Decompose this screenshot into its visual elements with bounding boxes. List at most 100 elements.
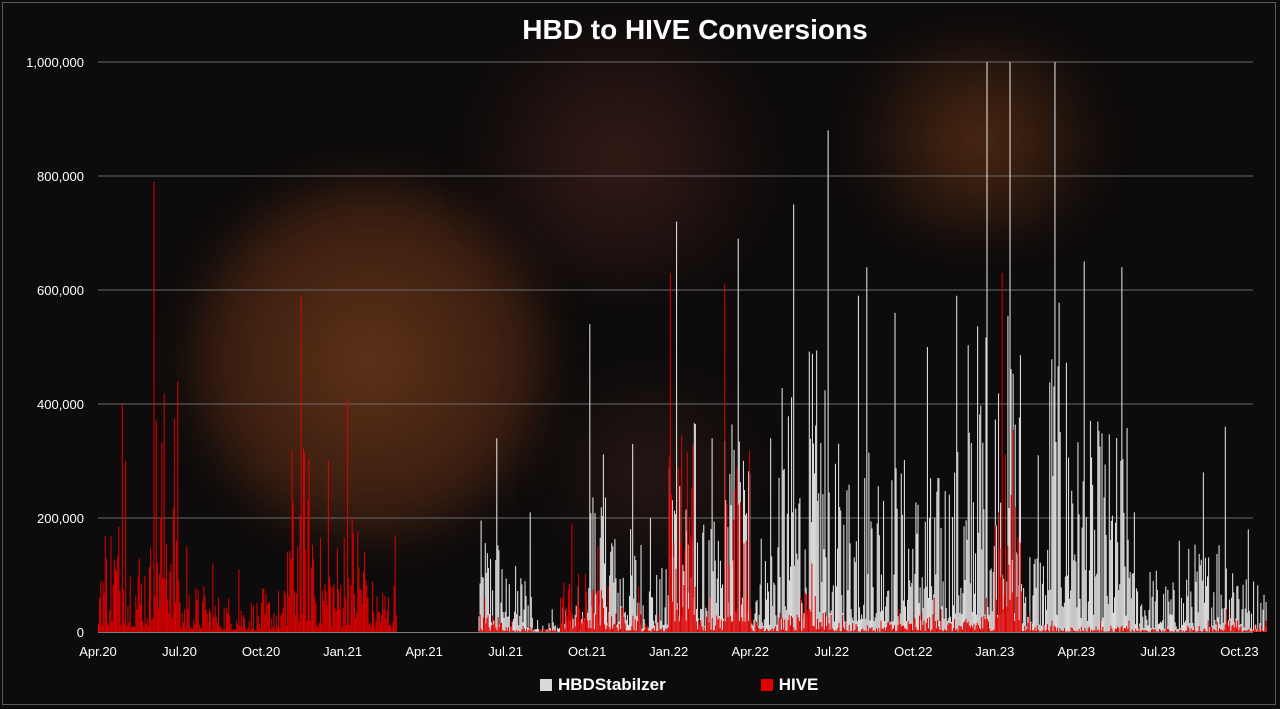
bar-hbdstabilzer-Sep-22 — [895, 468, 897, 632]
bar-hbdstabilzer-Dec-22 — [991, 611, 993, 632]
bar-hive-Apr-23 — [1101, 630, 1103, 632]
bar-hbdstabilzer-Jan-23 — [1007, 315, 1009, 632]
bar-hive-Oct-20 — [273, 613, 275, 632]
bar-hbdstabilzer-May-23 — [1118, 590, 1120, 632]
bar-hive-Jan-21 — [356, 611, 358, 632]
bar-hive-Dec-20 — [315, 603, 317, 632]
bar-hive-Jan-22 — [676, 609, 678, 632]
bar-hbdstabilzer-Feb-22 — [722, 584, 724, 632]
bar-hbdstabilzer-Mar-23 — [1063, 602, 1065, 632]
bar-hbdstabilzer-Jun-21 — [502, 611, 504, 632]
bar-hive-Dec-22 — [982, 628, 984, 632]
bar-hbdstabilzer-Jul-21 — [512, 619, 515, 632]
bar-hbdstabilzer-Nov-22 — [945, 607, 947, 632]
x-tick-label: Apr.20 — [79, 644, 117, 659]
bar-hbdstabilzer-Oct-21 — [603, 563, 605, 632]
bar-hbdstabilzer-Dec-22 — [988, 614, 990, 632]
bar-hive-Jul-22 — [847, 631, 849, 632]
bar-hive-Oct-23 — [1243, 630, 1245, 632]
bar-hive-Oct-22 — [920, 630, 922, 632]
bar-hive-Oct-23 — [1248, 628, 1250, 632]
bar-hive-Feb-23 — [1038, 631, 1040, 632]
bar-hive-Aug-21 — [550, 626, 552, 632]
bar-hive-Jul-22 — [849, 631, 851, 632]
bar-hive-Jul-20 — [180, 627, 182, 632]
bar-hive-Sep-23 — [1212, 631, 1214, 632]
bar-hive-Aug-22 — [865, 631, 867, 632]
bar-hbdstabilzer-Oct-22 — [924, 521, 926, 632]
bar-hive-Dec-20 — [332, 587, 334, 632]
bar-hbdstabilzer-Oct-22 — [915, 502, 917, 632]
legend-swatch-hbdstabilzer — [540, 679, 552, 691]
bar-hbdstabilzer-Dec-21 — [650, 596, 653, 632]
bar-hbdstabilzer-Aug-22 — [873, 621, 875, 632]
bar-hive-Jun-21 — [486, 618, 488, 632]
bar-hbdstabilzer-Nov-22 — [963, 526, 965, 632]
bar-hive-May-20 — [151, 619, 153, 632]
bar-hbdstabilzer-Aug-22 — [876, 523, 878, 632]
bar-hive-Aug-20 — [230, 623, 232, 632]
bar-hive-Jan-21 — [361, 603, 363, 632]
bar-hbdstabilzer-Oct-22 — [936, 491, 938, 632]
bar-hive-Oct-20 — [280, 615, 282, 632]
bar-hive-Oct-23 — [1253, 631, 1254, 632]
bar-hbdstabilzer-Jul-23 — [1159, 621, 1162, 632]
bar-hbdstabilzer-Apr-23 — [1099, 446, 1101, 632]
bar-hbdstabilzer-Sep-22 — [908, 548, 910, 632]
bar-hive-Apr-23 — [1088, 626, 1090, 632]
bar-hive-Oct-23 — [1251, 627, 1253, 632]
bar-hive-Nov-22 — [943, 628, 945, 632]
bar-hbdstabilzer-Nov-22 — [947, 618, 949, 632]
bar-hbdstabilzer-Jul-22 — [844, 621, 846, 632]
bar-hbdstabilzer-Dec-22 — [968, 432, 970, 632]
bar-hbdstabilzer-Aug-21 — [553, 626, 555, 632]
bar-hive-Jun-21 — [496, 630, 498, 632]
bar-hbdstabilzer-Jun-22 — [814, 473, 816, 632]
bar-hive-Dec-21 — [660, 629, 662, 632]
bar-hive-Jul-22 — [851, 631, 853, 632]
bar-hbdstabilzer-Sep-22 — [899, 613, 901, 632]
bar-hbdstabilzer-Jun-21 — [479, 583, 481, 632]
bar-hbdstabilzer-Nov-22 — [962, 593, 964, 632]
bar-hive-Apr-22 — [753, 631, 755, 632]
bar-hive-Jul-23 — [1182, 630, 1184, 632]
bar-hive-Aug-20 — [216, 623, 218, 632]
bar-hive-Jun-22 — [827, 616, 829, 632]
bar-hive-Jul-22 — [835, 629, 837, 632]
bar-hive-Dec-20 — [338, 589, 340, 632]
bar-hive-Sep-21 — [578, 573, 580, 632]
bar-hive-Feb-23 — [1041, 631, 1043, 632]
bar-hive-Sep-20 — [255, 630, 257, 632]
bar-hive-Sep-20 — [237, 624, 239, 632]
bar-hive-Feb-22 — [715, 625, 717, 632]
bar-hbdstabilzer-Jul-23 — [1181, 624, 1184, 632]
bar-hbdstabilzer-Jul-21 — [518, 625, 520, 632]
bar-hive-Oct-22 — [925, 623, 927, 632]
bar-hive-Jul-22 — [853, 631, 855, 632]
bar-hbdstabilzer-May-23 — [1120, 460, 1122, 632]
bar-hbdstabilzer-Oct-21 — [590, 513, 592, 632]
bar-hbdstabilzer-Sep-22 — [888, 590, 890, 632]
bar-hive-Oct-23 — [1254, 625, 1256, 632]
bar-hive-Feb-22 — [711, 617, 713, 632]
bar-hive-Aug-23 — [1191, 630, 1193, 632]
bar-hive-Oct-21 — [591, 594, 593, 632]
bar-hive-Oct-20 — [264, 614, 266, 632]
bar-hbdstabilzer-Aug-23 — [1188, 548, 1190, 632]
bar-hive-Jun-23 — [1146, 630, 1148, 632]
bar-hive-Jul-23 — [1164, 630, 1166, 632]
bar-hive-Dec-22 — [976, 622, 978, 632]
bar-hive-May-22 — [780, 629, 782, 632]
bar-hive-Oct-22 — [924, 630, 926, 632]
bar-hive-Apr-22 — [775, 626, 777, 632]
bar-hive-May-20 — [127, 605, 129, 632]
bar-hive-Jul-21 — [505, 627, 507, 632]
bar-hbdstabilzer-Jul-22 — [850, 609, 852, 632]
bar-hive-Sep-23 — [1223, 629, 1225, 632]
bar-hive-Oct-20 — [268, 602, 270, 632]
bar-hbdstabilzer-Oct-21 — [612, 546, 614, 632]
bar-hbdstabilzer-Nov-21 — [630, 529, 632, 632]
bar-hbdstabilzer-Apr-22 — [755, 601, 757, 632]
bar-hive-May-23 — [1111, 628, 1113, 632]
bar-hbdstabilzer-Jun-21 — [478, 616, 480, 632]
